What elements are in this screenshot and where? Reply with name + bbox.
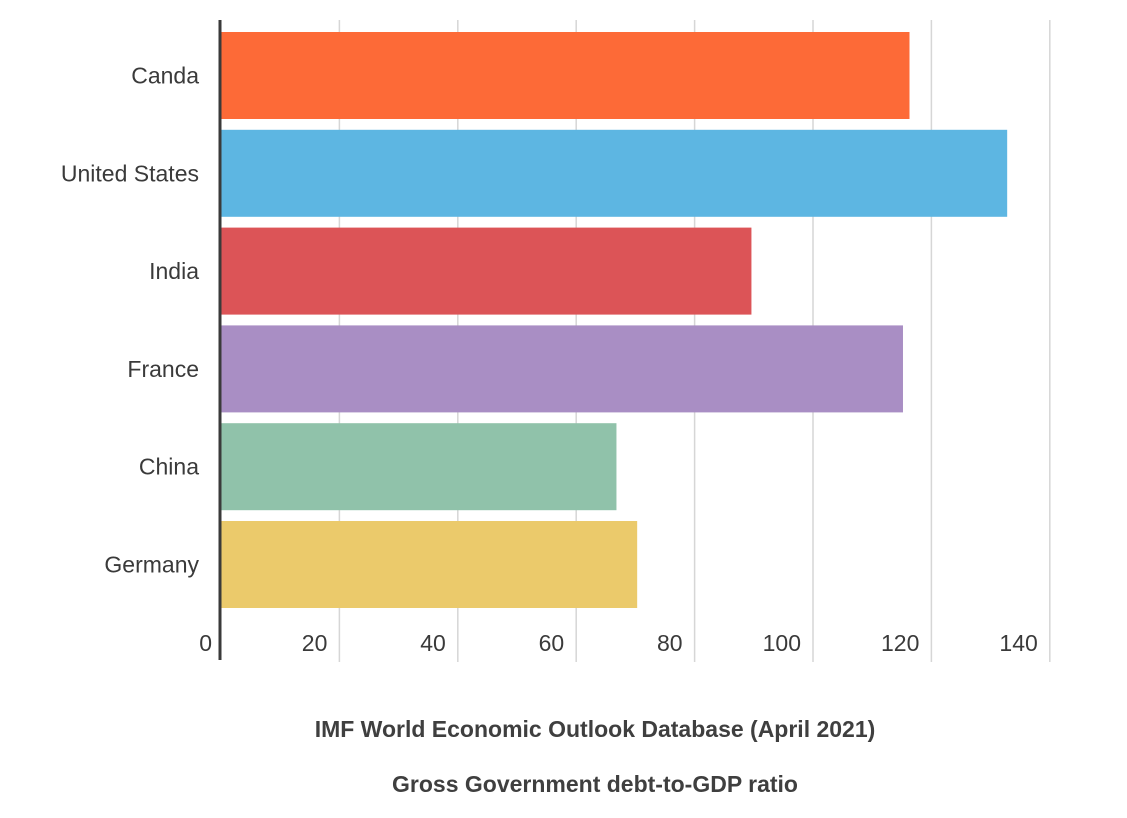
category-label-india: India bbox=[149, 258, 199, 284]
category-label-canda: Canda bbox=[131, 63, 199, 89]
category-label-united-states: United States bbox=[61, 160, 199, 186]
bar-canda bbox=[221, 32, 910, 119]
x-tick-label-80: 80 bbox=[657, 630, 683, 656]
x-tick-label-0: 0 bbox=[199, 630, 212, 656]
x-tick-label-140: 140 bbox=[999, 630, 1037, 656]
category-label-france: France bbox=[127, 356, 199, 382]
x-tick-label-100: 100 bbox=[763, 630, 801, 656]
bar-china bbox=[221, 423, 617, 511]
bar-india bbox=[221, 227, 752, 315]
chart-subtitle: Gross Government debt-to-GDP ratio bbox=[392, 771, 798, 797]
category-labels: Canda United States India France China German… bbox=[61, 63, 200, 578]
bar-united-states bbox=[221, 129, 1008, 217]
source-caption: IMF World Economic Outlook Database (Apr… bbox=[315, 716, 876, 742]
x-tick-label-40: 40 bbox=[420, 630, 446, 656]
category-label-china: China bbox=[139, 454, 199, 480]
bar-germany bbox=[221, 521, 638, 608]
x-tick-label-20: 20 bbox=[302, 630, 328, 656]
bar-france bbox=[221, 325, 903, 413]
category-label-germany: Germany bbox=[104, 552, 199, 578]
x-tick-label-60: 60 bbox=[539, 630, 565, 656]
bars bbox=[221, 32, 1008, 608]
x-tick-labels: 0 20 40 60 80 100 120 140 bbox=[199, 630, 1038, 656]
x-tick-label-120: 120 bbox=[881, 630, 919, 656]
